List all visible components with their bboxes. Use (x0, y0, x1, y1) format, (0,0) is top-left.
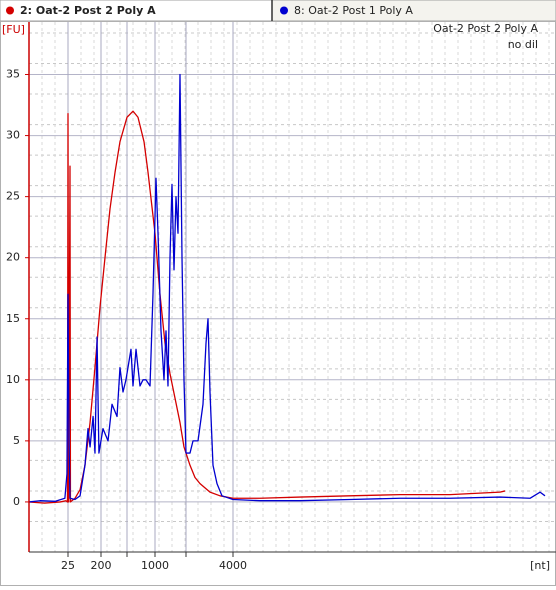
x-tick-label: 200 (91, 559, 112, 572)
y-tick-label: 0 (13, 495, 20, 508)
series-line (29, 73, 546, 503)
legend: 2: Oat-2 Post 2 Poly A 8: Oat-2 Post 1 Po… (6, 4, 413, 17)
series-line (29, 110, 506, 504)
legend-marker (6, 6, 14, 15)
legend-marker (280, 6, 288, 15)
y-tick-label: 15 (6, 312, 20, 325)
x-axis-unit: [nt] (530, 559, 550, 572)
axes: 0 5 10 15 20 25 30 35 25 200 1000 4000 (6, 22, 556, 572)
y-tick-label: 20 (6, 251, 20, 264)
legend-label: 2: Oat-2 Post 2 Poly A (20, 4, 156, 17)
y-tick-label: 10 (6, 373, 20, 386)
y-tick-label: 30 (6, 129, 20, 142)
annotation: Oat-2 Post 2 Poly A (433, 22, 538, 35)
plot-area (29, 73, 546, 504)
x-tick-label: 1000 (141, 559, 169, 572)
y-tick-label: 5 (13, 434, 20, 447)
legend-label: 8: Oat-2 Post 1 Poly A (294, 4, 413, 17)
x-tick-label: 4000 (219, 559, 247, 572)
y-tick-label: 25 (6, 190, 20, 203)
y-tick-label: 35 (6, 68, 20, 81)
annotation-sub: no dil (508, 38, 538, 51)
y-axis-unit: [FU] (2, 23, 25, 36)
grid (29, 22, 556, 553)
x-tick-label: 25 (61, 559, 75, 572)
